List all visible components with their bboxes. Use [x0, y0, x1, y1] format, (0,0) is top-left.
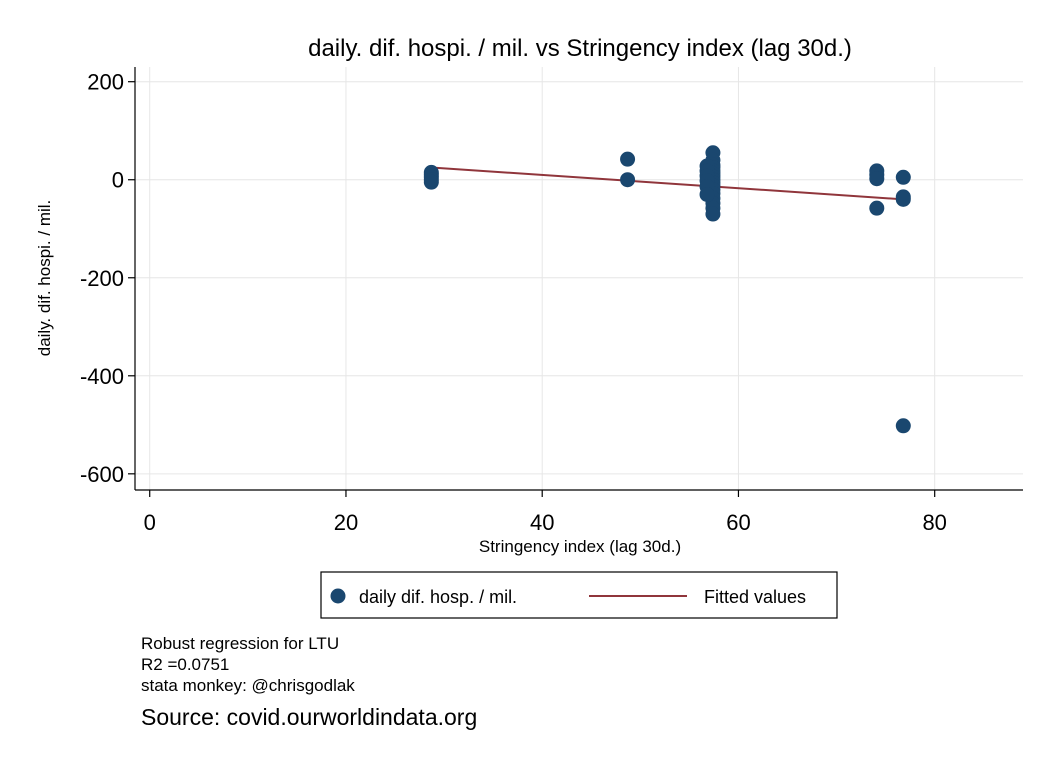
x-tick-label: 40: [530, 510, 554, 535]
legend: daily dif. hosp. / mil. Fitted values: [320, 571, 838, 619]
note-method: Robust regression for LTU: [141, 634, 340, 653]
x-axis-title: Stringency index (lag 30d.): [479, 537, 681, 556]
data-point: [895, 191, 911, 207]
x-tick-label: 0: [144, 510, 156, 535]
data-point: [620, 151, 636, 167]
data-point: [620, 172, 636, 188]
data-point: [869, 200, 885, 216]
data-point: [423, 174, 439, 190]
points-layer: [423, 145, 911, 434]
legend-marker-scatter: [330, 588, 346, 604]
fitted-line-layer: [431, 166, 904, 201]
note-source: Source: covid.ourworldindata.org: [141, 704, 478, 730]
legend-label-fitted: Fitted values: [704, 587, 806, 607]
x-tick-label: 20: [334, 510, 358, 535]
note-credit: stata monkey: @chrisgodlak: [141, 676, 355, 695]
data-point: [895, 418, 911, 434]
y-tick-label: -200: [80, 266, 124, 291]
y-tick-label: 0: [112, 168, 124, 193]
x-tick-label: 80: [922, 510, 946, 535]
y-axis-title: daily. dif. hospi. / mil.: [35, 200, 54, 357]
x-tick-label: 60: [726, 510, 750, 535]
y-tick-label: -600: [80, 462, 124, 487]
axes: [128, 67, 1023, 497]
axis-labels: 200 0 -200 -400 -600 0 20 40 60 80: [80, 70, 947, 535]
chart-title: daily. dif. hospi. / mil. vs Stringency …: [308, 35, 852, 62]
data-point: [699, 186, 715, 202]
data-point: [895, 169, 911, 185]
data-point: [869, 171, 885, 187]
legend-label-scatter: daily dif. hosp. / mil.: [359, 587, 517, 607]
gridlines: [135, 67, 1023, 490]
y-tick-label: 200: [87, 70, 124, 95]
data-point: [705, 206, 721, 222]
legend-box: [320, 571, 838, 619]
fitted-line: [431, 166, 904, 201]
y-tick-label: -400: [80, 364, 124, 389]
note-r2: R2 =0.0751: [141, 655, 230, 674]
